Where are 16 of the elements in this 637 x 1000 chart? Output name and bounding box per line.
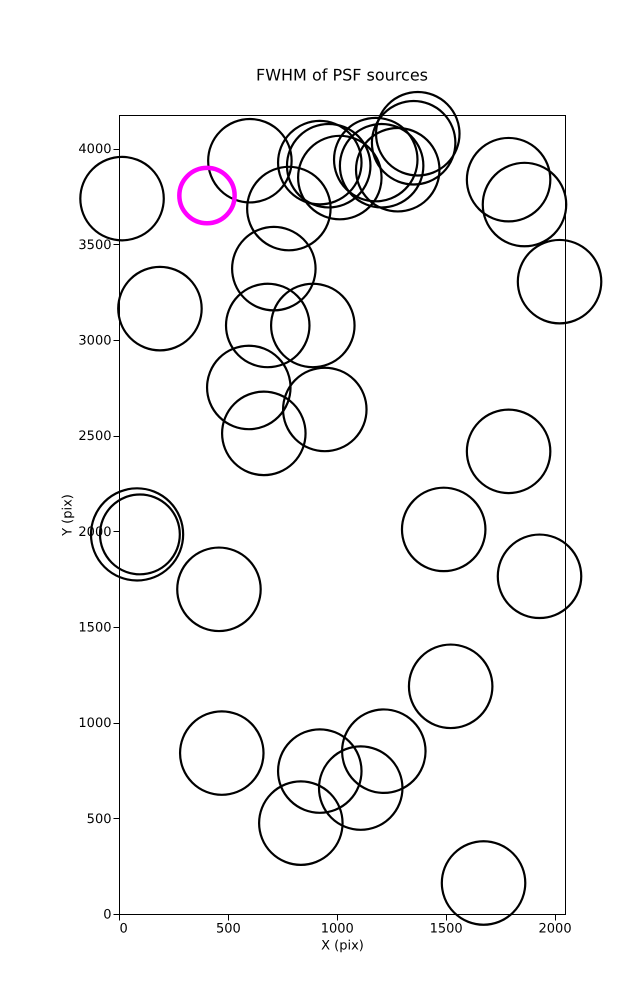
x-tick-label: 2000: [538, 922, 572, 936]
x-tick-label: 500: [216, 922, 241, 936]
y-axis-title: Y (pix): [60, 494, 76, 537]
x-axis-title: X (pix): [321, 938, 364, 954]
x-tick-label: 1000: [320, 922, 354, 936]
y-tick-label: 2500: [78, 429, 112, 444]
y-tick-label: 500: [86, 812, 112, 827]
x-tick-label: 1500: [430, 922, 463, 936]
x-tick-label: 0: [120, 922, 128, 936]
y-tick-label: 0: [103, 908, 112, 922]
y-tick-label: 1500: [78, 620, 112, 636]
y-tick-label: 3500: [78, 238, 112, 253]
y-tick-label: 4000: [78, 142, 112, 158]
y-tick-label: 3000: [78, 334, 112, 349]
chart-title: FWHM of PSF sources: [256, 66, 428, 85]
y-tick-label: 1000: [78, 716, 112, 732]
